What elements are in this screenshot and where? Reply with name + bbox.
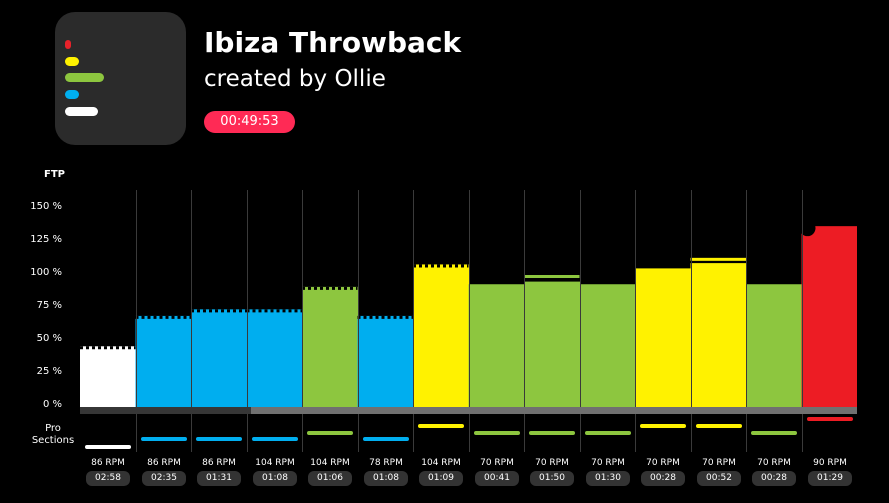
segment-duration: 02:58 [86, 471, 130, 486]
segment-duration: 01:31 [197, 471, 241, 486]
pro-section-marker [252, 437, 298, 441]
segment-duration: 01:30 [586, 471, 630, 486]
segment-duration: 02:35 [142, 471, 186, 486]
y-tick-label: 125 % [30, 234, 62, 245]
pro-section-marker [807, 417, 853, 421]
segment-rpm: 70 RPM [702, 458, 736, 468]
progress-fill [80, 407, 251, 414]
column-divider [413, 190, 414, 452]
pro-section-marker [696, 424, 742, 428]
segment-rpm: 104 RPM [255, 458, 295, 468]
segment-notch [799, 220, 816, 237]
pro-section-marker [418, 424, 464, 428]
segment-rpm: 70 RPM [535, 458, 569, 468]
pro-section-marker [85, 445, 131, 449]
column-divider [580, 190, 581, 452]
y-tick-label: 0 % [42, 399, 62, 410]
segment-bar [746, 284, 802, 407]
pro-section-marker [363, 437, 409, 441]
pro-section-marker [307, 431, 353, 435]
column-divider [469, 190, 470, 452]
pro-section-marker [751, 431, 797, 435]
segment-bar [357, 315, 414, 407]
segment-bar [246, 309, 303, 407]
segment-bar [635, 268, 691, 407]
ftp-axis-label: FTP [44, 169, 65, 180]
segment-rpm: 104 RPM [310, 458, 350, 468]
segment-rpm: 86 RPM [202, 458, 236, 468]
segment-bar [801, 226, 857, 407]
column-divider [358, 190, 359, 452]
segment-duration: 00:28 [752, 471, 796, 486]
workout-author: created by Ollie [204, 66, 386, 92]
pro-sections-label: Pro Sections [31, 423, 75, 446]
pro-section-marker [585, 431, 631, 435]
segment-rpm: 86 RPM [91, 458, 125, 468]
segment-rpm: 78 RPM [369, 458, 403, 468]
progress-track [80, 407, 857, 414]
pro-section-marker [196, 437, 242, 441]
segment-duration: 01:50 [530, 471, 574, 486]
column-divider [136, 190, 137, 452]
segment-duration: 01:06 [308, 471, 352, 486]
duration-badge: 00:49:53 [204, 111, 295, 133]
pro-section-marker [640, 424, 686, 428]
segment-bar [524, 281, 580, 407]
column-divider [247, 190, 248, 452]
y-tick-label: 25 % [36, 366, 62, 377]
column-divider [802, 190, 803, 452]
column-divider [691, 190, 692, 452]
pro-section-marker [529, 431, 575, 435]
segment-rpm: 86 RPM [147, 458, 181, 468]
segment-duration: 01:08 [364, 471, 408, 486]
icon-bar [65, 73, 104, 82]
segment-duration: 01:29 [808, 471, 852, 486]
segment-rpm: 70 RPM [757, 458, 791, 468]
segment-rpm: 70 RPM [646, 458, 680, 468]
segment-bar [468, 284, 525, 407]
icon-bar [65, 90, 79, 99]
column-divider [191, 190, 192, 452]
segment-duration: 00:28 [641, 471, 685, 486]
segment-duration: 01:09 [419, 471, 463, 486]
segment-duration: 01:08 [253, 471, 297, 486]
segment-bar [690, 263, 747, 407]
y-tick-label: 150 % [30, 201, 62, 212]
segment-rpm: 104 RPM [421, 458, 461, 468]
segment-bar [413, 264, 469, 407]
column-divider [746, 190, 747, 452]
workout-chart [80, 220, 857, 407]
pro-section-marker [141, 437, 187, 441]
segment-bar [302, 286, 358, 407]
column-divider [524, 190, 525, 452]
pro-section-marker [474, 431, 520, 435]
segment-duration: 00:41 [475, 471, 519, 486]
segment-bar [579, 284, 636, 407]
column-divider [302, 190, 303, 452]
workout-title: Ibiza Throwback [204, 26, 462, 59]
segment-rpm: 70 RPM [480, 458, 514, 468]
icon-bar [65, 107, 98, 116]
y-tick-label: 75 % [36, 300, 62, 311]
y-tick-label: 100 % [30, 267, 62, 278]
icon-bar [65, 40, 71, 49]
segment-target-line [524, 275, 580, 278]
segment-bar [80, 346, 136, 407]
segment-rpm: 90 RPM [813, 458, 847, 468]
segment-bar [135, 315, 192, 407]
segment-bar [191, 309, 247, 407]
segment-target-line [690, 257, 746, 261]
playlist-bars-icon [55, 12, 186, 145]
segment-rpm: 70 RPM [591, 458, 625, 468]
column-divider [635, 190, 636, 452]
y-tick-label: 50 % [36, 333, 62, 344]
segment-duration: 00:52 [697, 471, 741, 486]
icon-bar [65, 57, 79, 66]
